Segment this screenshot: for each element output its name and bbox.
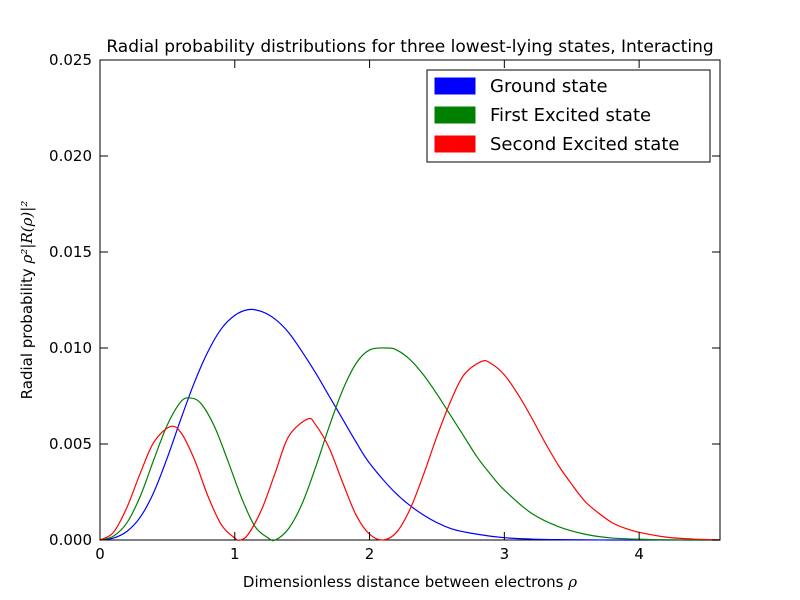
legend-label: Ground state <box>490 76 608 97</box>
x-tick-labels: 0 1 2 3 4 <box>95 545 644 563</box>
x-axis-label: Dimensionless distance between electrons… <box>243 573 577 591</box>
legend-items: Ground state First Excited state Second Ex… <box>434 76 679 155</box>
y-axis-label-text: Radial probability <box>18 263 36 399</box>
x-axis-label-symbol: ρ <box>567 573 577 591</box>
plot-area <box>99 59 721 542</box>
legend: Ground state First Excited state Second Ex… <box>426 69 711 163</box>
y-tick-label: 0.015 <box>49 243 92 261</box>
x-tick-label: 4 <box>634 545 644 563</box>
x-axis-label-text: Dimensionless distance between electrons <box>243 573 568 591</box>
legend-swatch <box>434 77 476 95</box>
y-tick-label: 0.020 <box>49 147 92 165</box>
axes-frame <box>99 59 721 541</box>
y-tick-label: 0.005 <box>49 435 92 453</box>
series-layer <box>99 308 721 542</box>
y-axis-label-symbol: ρ²|R(ρ)|² <box>18 201 36 265</box>
x-tick-label: 0 <box>95 545 105 563</box>
y-axis-label: Radial probability ρ²|R(ρ)|² <box>18 201 36 400</box>
legend-label: Second Excited state <box>490 134 679 155</box>
series-line-2 <box>99 347 721 542</box>
x-tick-label: 2 <box>365 545 375 563</box>
legend-swatch <box>434 135 476 153</box>
y-tick-label: 0.010 <box>49 339 92 357</box>
y-tick-labels: 0.000 0.005 0.010 0.015 0.020 0.025 <box>49 51 92 549</box>
ticks-layer <box>99 59 720 541</box>
series-line-1 <box>99 308 720 541</box>
chart-title: Radial probability distributions for thr… <box>106 37 713 57</box>
legend-swatch <box>434 106 476 124</box>
y-tick-label: 0.025 <box>49 51 92 69</box>
x-tick-label: 1 <box>230 545 240 563</box>
y-tick-label: 0.000 <box>49 531 92 549</box>
x-tick-label: 3 <box>500 545 510 563</box>
series-line-3 <box>99 360 721 541</box>
legend-label: First Excited state <box>490 105 651 126</box>
